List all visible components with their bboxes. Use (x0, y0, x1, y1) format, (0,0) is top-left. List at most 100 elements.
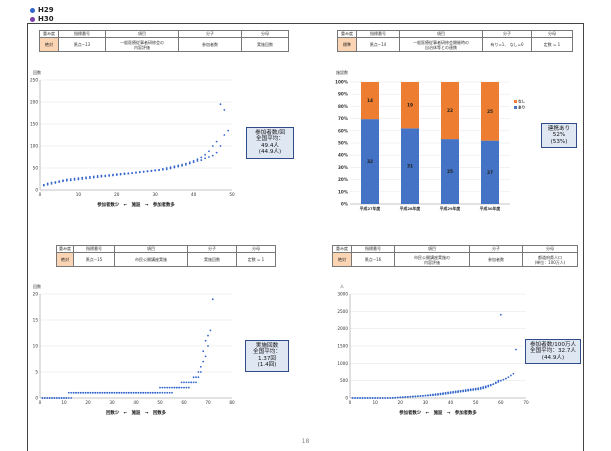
data-point (484, 386, 487, 389)
data-point (149, 391, 152, 394)
data-point (161, 168, 164, 171)
data-point (482, 387, 485, 390)
data-point (209, 329, 212, 332)
data-point (159, 391, 161, 394)
callout-line: 参加者数/回 (255, 130, 285, 136)
legend-item-h30: H30 (30, 15, 54, 24)
weight-badge: 絶対 (56, 252, 74, 267)
data-point (151, 391, 154, 394)
data-point (96, 175, 99, 177)
data-point (177, 165, 180, 168)
bar-segment (361, 119, 379, 204)
col-header: 重み度 (337, 30, 357, 38)
data-point (58, 397, 61, 399)
denominator: 定数 = 1 (531, 37, 573, 52)
data-point (399, 396, 402, 399)
data-point (81, 176, 84, 179)
data-point (42, 184, 45, 187)
data-point (69, 179, 72, 182)
info-table-bl: 重み度 指標番号 項目 分子 分母 絶対 黒点−15 市民公開講座実施 実施回数… (56, 245, 276, 267)
data-point (494, 382, 497, 384)
y-tick-label: 30% (338, 165, 349, 170)
x-tick-label: 0 (39, 192, 42, 197)
bar-segment (401, 82, 419, 129)
x-tick-label: 60 (181, 400, 187, 405)
x-tick-label: 40 (133, 400, 139, 405)
data-point (163, 386, 166, 389)
data-point (168, 386, 171, 389)
y-tick-label: 100% (335, 80, 349, 85)
info-table-tr: 重み度 指標番号 項目 分子 分母 標準 黒点−14 一般医療従事者研修会開催時… (337, 30, 573, 52)
data-point (156, 391, 159, 394)
x-tick-label: 50 (229, 192, 235, 197)
callout-line: 49.4人 (260, 142, 280, 149)
data-point (85, 176, 87, 179)
data-point (200, 159, 203, 161)
info-table-br: 重み度 指標番号 項目 分子 分母 絶対 黒点−16 市民公開講座実施の 内容評… (332, 245, 578, 267)
data-point (169, 166, 172, 169)
data-point (442, 392, 444, 395)
x-axis-label: 回数少 ← 施設 → 回数多 (106, 409, 167, 416)
data-point (437, 392, 439, 395)
data-point (504, 377, 507, 380)
y-tick-label: 90% (338, 92, 349, 97)
data-point (89, 177, 91, 180)
data-point (489, 383, 492, 386)
data-point (178, 386, 181, 389)
data-point (104, 175, 107, 178)
callout-line: 52% (552, 132, 566, 139)
data-point (185, 164, 187, 166)
data-point (227, 129, 230, 132)
callout-line: (44.9人) (258, 149, 282, 156)
data-point (183, 381, 185, 384)
data-point (87, 391, 89, 394)
data-point (199, 365, 202, 368)
data-point (401, 396, 404, 399)
data-point (161, 386, 164, 389)
y-tick-label: 15 (33, 318, 39, 323)
col-header: 指標番号 (73, 245, 115, 253)
data-point (200, 156, 203, 159)
callout-line: (44.9人) (541, 354, 565, 361)
data-point (497, 381, 500, 383)
data-point (69, 178, 72, 180)
data-point (192, 381, 195, 384)
data-point (195, 376, 197, 379)
data-point (434, 393, 437, 396)
data-point (65, 179, 68, 182)
data-label: 31 (407, 164, 413, 170)
data-point (183, 386, 185, 389)
numerator: 有り=1、 なし=0 (482, 37, 532, 52)
data-point (381, 397, 384, 399)
y-tick-label: 70% (338, 116, 349, 121)
item-name: 一般医療従事者研修会開催時の 自治体等との連携 (399, 37, 483, 52)
data-point (60, 397, 63, 399)
y-tick-label: 2000 (337, 326, 348, 331)
data-point (84, 391, 87, 394)
data-point (462, 389, 465, 392)
weight-badge: 絶対 (39, 37, 59, 52)
data-point (404, 396, 407, 398)
data-point (138, 171, 141, 174)
bar-segment (481, 140, 499, 204)
data-point (379, 397, 382, 399)
page-number: 18 (301, 438, 310, 445)
data-point (163, 391, 166, 394)
data-point (115, 174, 118, 176)
col-header: 分子 (178, 30, 242, 38)
numerator: 実施回数 (187, 252, 237, 267)
data-label: 14 (367, 98, 373, 104)
y-tick-label: 0 (345, 396, 348, 401)
data-point (62, 180, 64, 183)
col-header: 分子 (482, 30, 532, 38)
data-point (53, 397, 56, 399)
col-header: 分母 (522, 245, 578, 253)
indicator-id: 黒点−15 (73, 252, 115, 267)
data-point (51, 397, 53, 399)
data-point (197, 376, 200, 379)
callout-line: 全国平均： (253, 349, 281, 356)
data-point (46, 182, 49, 185)
x-tick-label: 0 (349, 400, 352, 405)
data-point (100, 174, 103, 177)
data-point (154, 169, 157, 172)
